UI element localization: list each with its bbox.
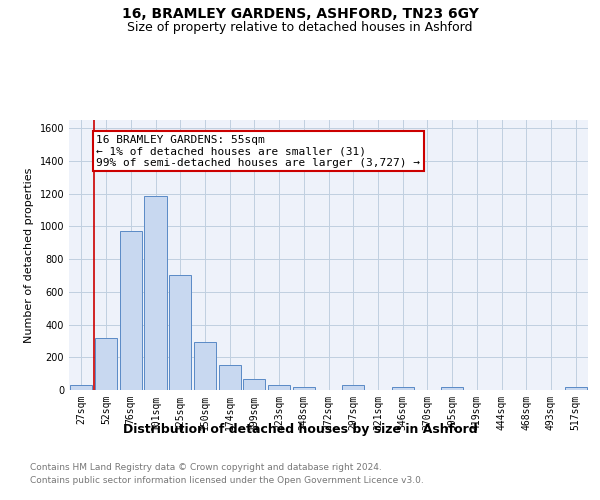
Bar (218, 364, 241, 390)
Text: Contains HM Land Registry data © Crown copyright and database right 2024.: Contains HM Land Registry data © Crown c… (30, 462, 382, 471)
Bar (392, 386, 414, 390)
Text: Size of property relative to detached houses in Ashford: Size of property relative to detached ho… (127, 22, 473, 35)
Text: 16, BRAMLEY GARDENS, ASHFORD, TN23 6GY: 16, BRAMLEY GARDENS, ASHFORD, TN23 6GY (122, 8, 478, 22)
Bar (268, 386, 290, 390)
Bar (145, 196, 167, 390)
Y-axis label: Number of detached properties: Number of detached properties (24, 168, 34, 342)
Bar (565, 386, 587, 390)
Bar (243, 378, 265, 390)
Bar (342, 386, 364, 390)
Bar (194, 342, 216, 390)
Bar (70, 386, 92, 390)
Bar (441, 386, 463, 390)
Text: Distribution of detached houses by size in Ashford: Distribution of detached houses by size … (122, 422, 478, 436)
Text: Contains public sector information licensed under the Open Government Licence v3: Contains public sector information licen… (30, 476, 424, 485)
Text: 16 BRAMLEY GARDENS: 55sqm
← 1% of detached houses are smaller (31)
99% of semi-d: 16 BRAMLEY GARDENS: 55sqm ← 1% of detach… (96, 134, 420, 168)
Bar (119, 232, 142, 390)
Bar (95, 338, 117, 390)
Bar (293, 386, 315, 390)
Bar (169, 276, 191, 390)
